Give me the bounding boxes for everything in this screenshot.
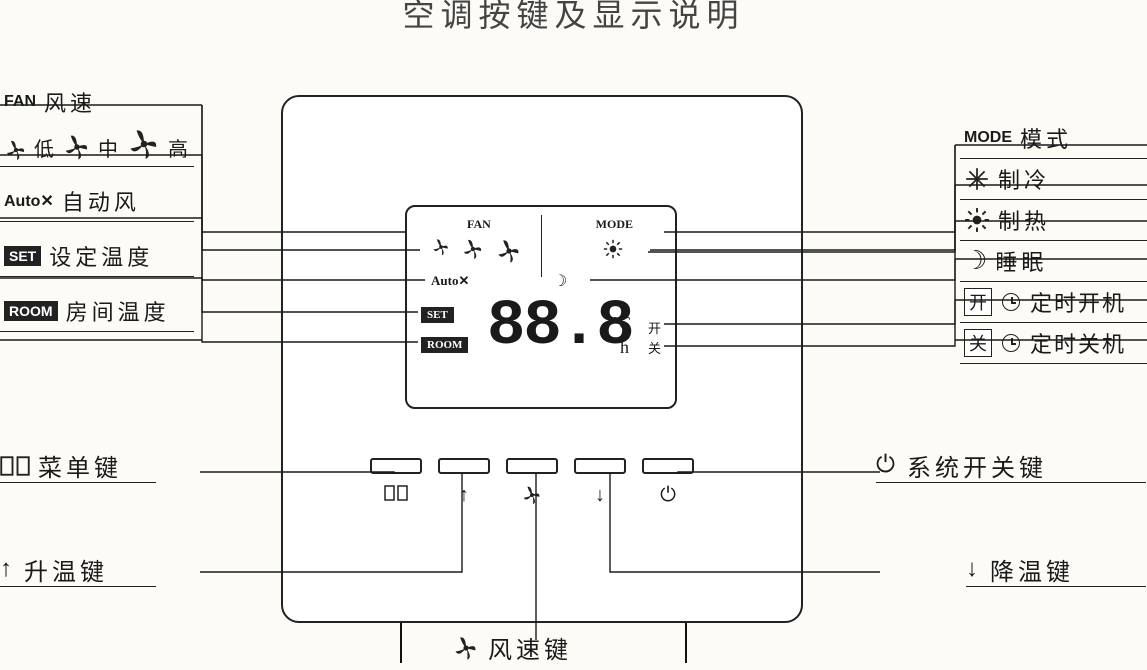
- fan-key-text: 风速键: [488, 630, 572, 665]
- legend-timer-off: 关 定时关机: [960, 323, 1147, 364]
- lcd-fan-icons: [431, 237, 523, 265]
- sun-icon: [964, 207, 990, 233]
- fan-low-icon: [431, 237, 451, 257]
- fan-low-icon: [4, 138, 28, 162]
- lcd-on-cn: 开: [648, 319, 661, 339]
- diagram-title: 空调按键及显示说明: [0, 0, 1147, 36]
- down-button[interactable]: [574, 458, 626, 474]
- room-tag: ROOM: [4, 301, 58, 321]
- lcd-fan-label: FAN: [467, 217, 491, 232]
- legend-fan-levels: 低 中 高: [0, 122, 194, 167]
- fan-icon: [506, 484, 558, 512]
- lcd-mode-icon: [603, 239, 623, 264]
- fan-high-icon: [126, 126, 162, 162]
- down-underline: [966, 586, 1146, 587]
- lcd-display: FAN MODE Auto✕ ☽ SET ROOM 88.8 °C h 开 关: [405, 205, 677, 409]
- legend-down-key: ↓ 降温键: [966, 552, 1074, 587]
- set-text: 设定温度: [49, 240, 153, 272]
- up-button[interactable]: [438, 458, 490, 474]
- legend-sleep: ☽ 睡眠: [960, 241, 1147, 282]
- on-badge: 开: [964, 288, 992, 316]
- fan-high-label: 高: [168, 133, 188, 162]
- lcd-onoff: 开 关: [648, 319, 661, 359]
- legend-up-key: ↑ 升温键: [0, 552, 108, 587]
- power-button[interactable]: [642, 458, 694, 474]
- lcd-unit-c: °C: [612, 313, 631, 334]
- fan-tag: FAN: [4, 93, 36, 111]
- menu-icon: [370, 484, 422, 512]
- legend-set: SET 设定温度: [0, 236, 194, 277]
- power-key-text: 系统开关键: [907, 448, 1047, 483]
- legend-auto: Auto✕ 自动风: [0, 181, 194, 222]
- timer-off-text: 定时关机: [1030, 327, 1126, 359]
- off-badge: 关: [964, 329, 992, 357]
- sleep-text: 睡眠: [995, 245, 1047, 277]
- up-underline: [0, 586, 156, 587]
- snow-icon: [964, 166, 990, 192]
- cool-text: 制冷: [998, 163, 1050, 195]
- legend-fan-key: 风速键: [452, 630, 572, 665]
- down-icon: ↓: [574, 484, 626, 512]
- lcd-auto: Auto✕: [431, 273, 469, 289]
- mode-text: 模式: [1020, 122, 1072, 154]
- menu-button[interactable]: [370, 458, 422, 474]
- power-sym-icon: ⏻: [876, 452, 899, 479]
- moon-icon: ☽: [964, 246, 987, 276]
- power-underline: [876, 482, 1146, 483]
- fan-button[interactable]: [506, 458, 558, 474]
- legend-room: ROOM 房间温度: [0, 291, 194, 332]
- fan-high-icon: [495, 237, 523, 265]
- room-text: 房间温度: [66, 295, 170, 327]
- lcd-moon-icon: ☽: [553, 271, 567, 291]
- fan-text: 风速: [44, 86, 96, 118]
- timer-on-text: 定时开机: [1030, 286, 1126, 318]
- legend-heat: 制热: [960, 200, 1147, 241]
- auto-text: 自动风: [62, 185, 140, 217]
- menu-key-text: 菜单键: [38, 448, 122, 483]
- down-arrow-icon: ↓: [966, 556, 982, 583]
- lcd-unit-h: h: [620, 337, 629, 358]
- left-legend: FAN 风速 低 中 高 Auto✕ 自动风 SET 设定温度 ROOM 房间温…: [0, 82, 194, 332]
- legend-mode-header: MODE 模式: [960, 118, 1147, 159]
- lcd-off-cn: 关: [648, 339, 661, 359]
- fan-key-icon: [452, 634, 480, 662]
- lcd-room-badge: ROOM: [421, 337, 468, 353]
- button-row: [370, 458, 694, 474]
- legend-timer-on: 开 定时开机: [960, 282, 1147, 323]
- lcd-temp-value: 88.8: [487, 291, 633, 363]
- lcd-divider: [541, 215, 542, 277]
- mode-tag: MODE: [964, 129, 1012, 147]
- panel-foot-left: [400, 623, 402, 663]
- panel-foot-right: [685, 623, 687, 663]
- clock-icon: [1002, 334, 1020, 352]
- heat-text: 制热: [998, 204, 1050, 236]
- auto-tag: Auto✕: [4, 191, 54, 211]
- button-labels: ↑ ↓ ⏻: [370, 484, 694, 512]
- up-arrow-icon: ↑: [0, 556, 16, 583]
- fan-mid-icon: [461, 237, 485, 261]
- legend-cool: 制冷: [960, 159, 1147, 200]
- down-key-text: 降温键: [990, 552, 1074, 587]
- right-legend: MODE 模式 制冷 制热 ☽ 睡眠 开 定时开机 关 定时关机: [960, 118, 1147, 364]
- fan-mid-label: 中: [98, 133, 118, 162]
- legend-power-key: ⏻ 系统开关键: [876, 448, 1047, 483]
- up-key-text: 升温键: [24, 552, 108, 587]
- power-icon: ⏻: [642, 484, 694, 512]
- fan-low-label: 低: [34, 133, 54, 162]
- legend-menu-key: 菜单键: [0, 448, 122, 483]
- lcd-mode-label: MODE: [596, 217, 633, 232]
- lcd-set-badge: SET: [421, 307, 454, 323]
- book-icon: [0, 456, 30, 476]
- fan-mid-icon: [62, 132, 92, 162]
- legend-fan-header: FAN 风速: [0, 82, 194, 122]
- menu-underline: [0, 482, 156, 483]
- set-tag: SET: [4, 246, 41, 266]
- up-icon: ↑: [438, 484, 490, 512]
- clock-icon: [1002, 293, 1020, 311]
